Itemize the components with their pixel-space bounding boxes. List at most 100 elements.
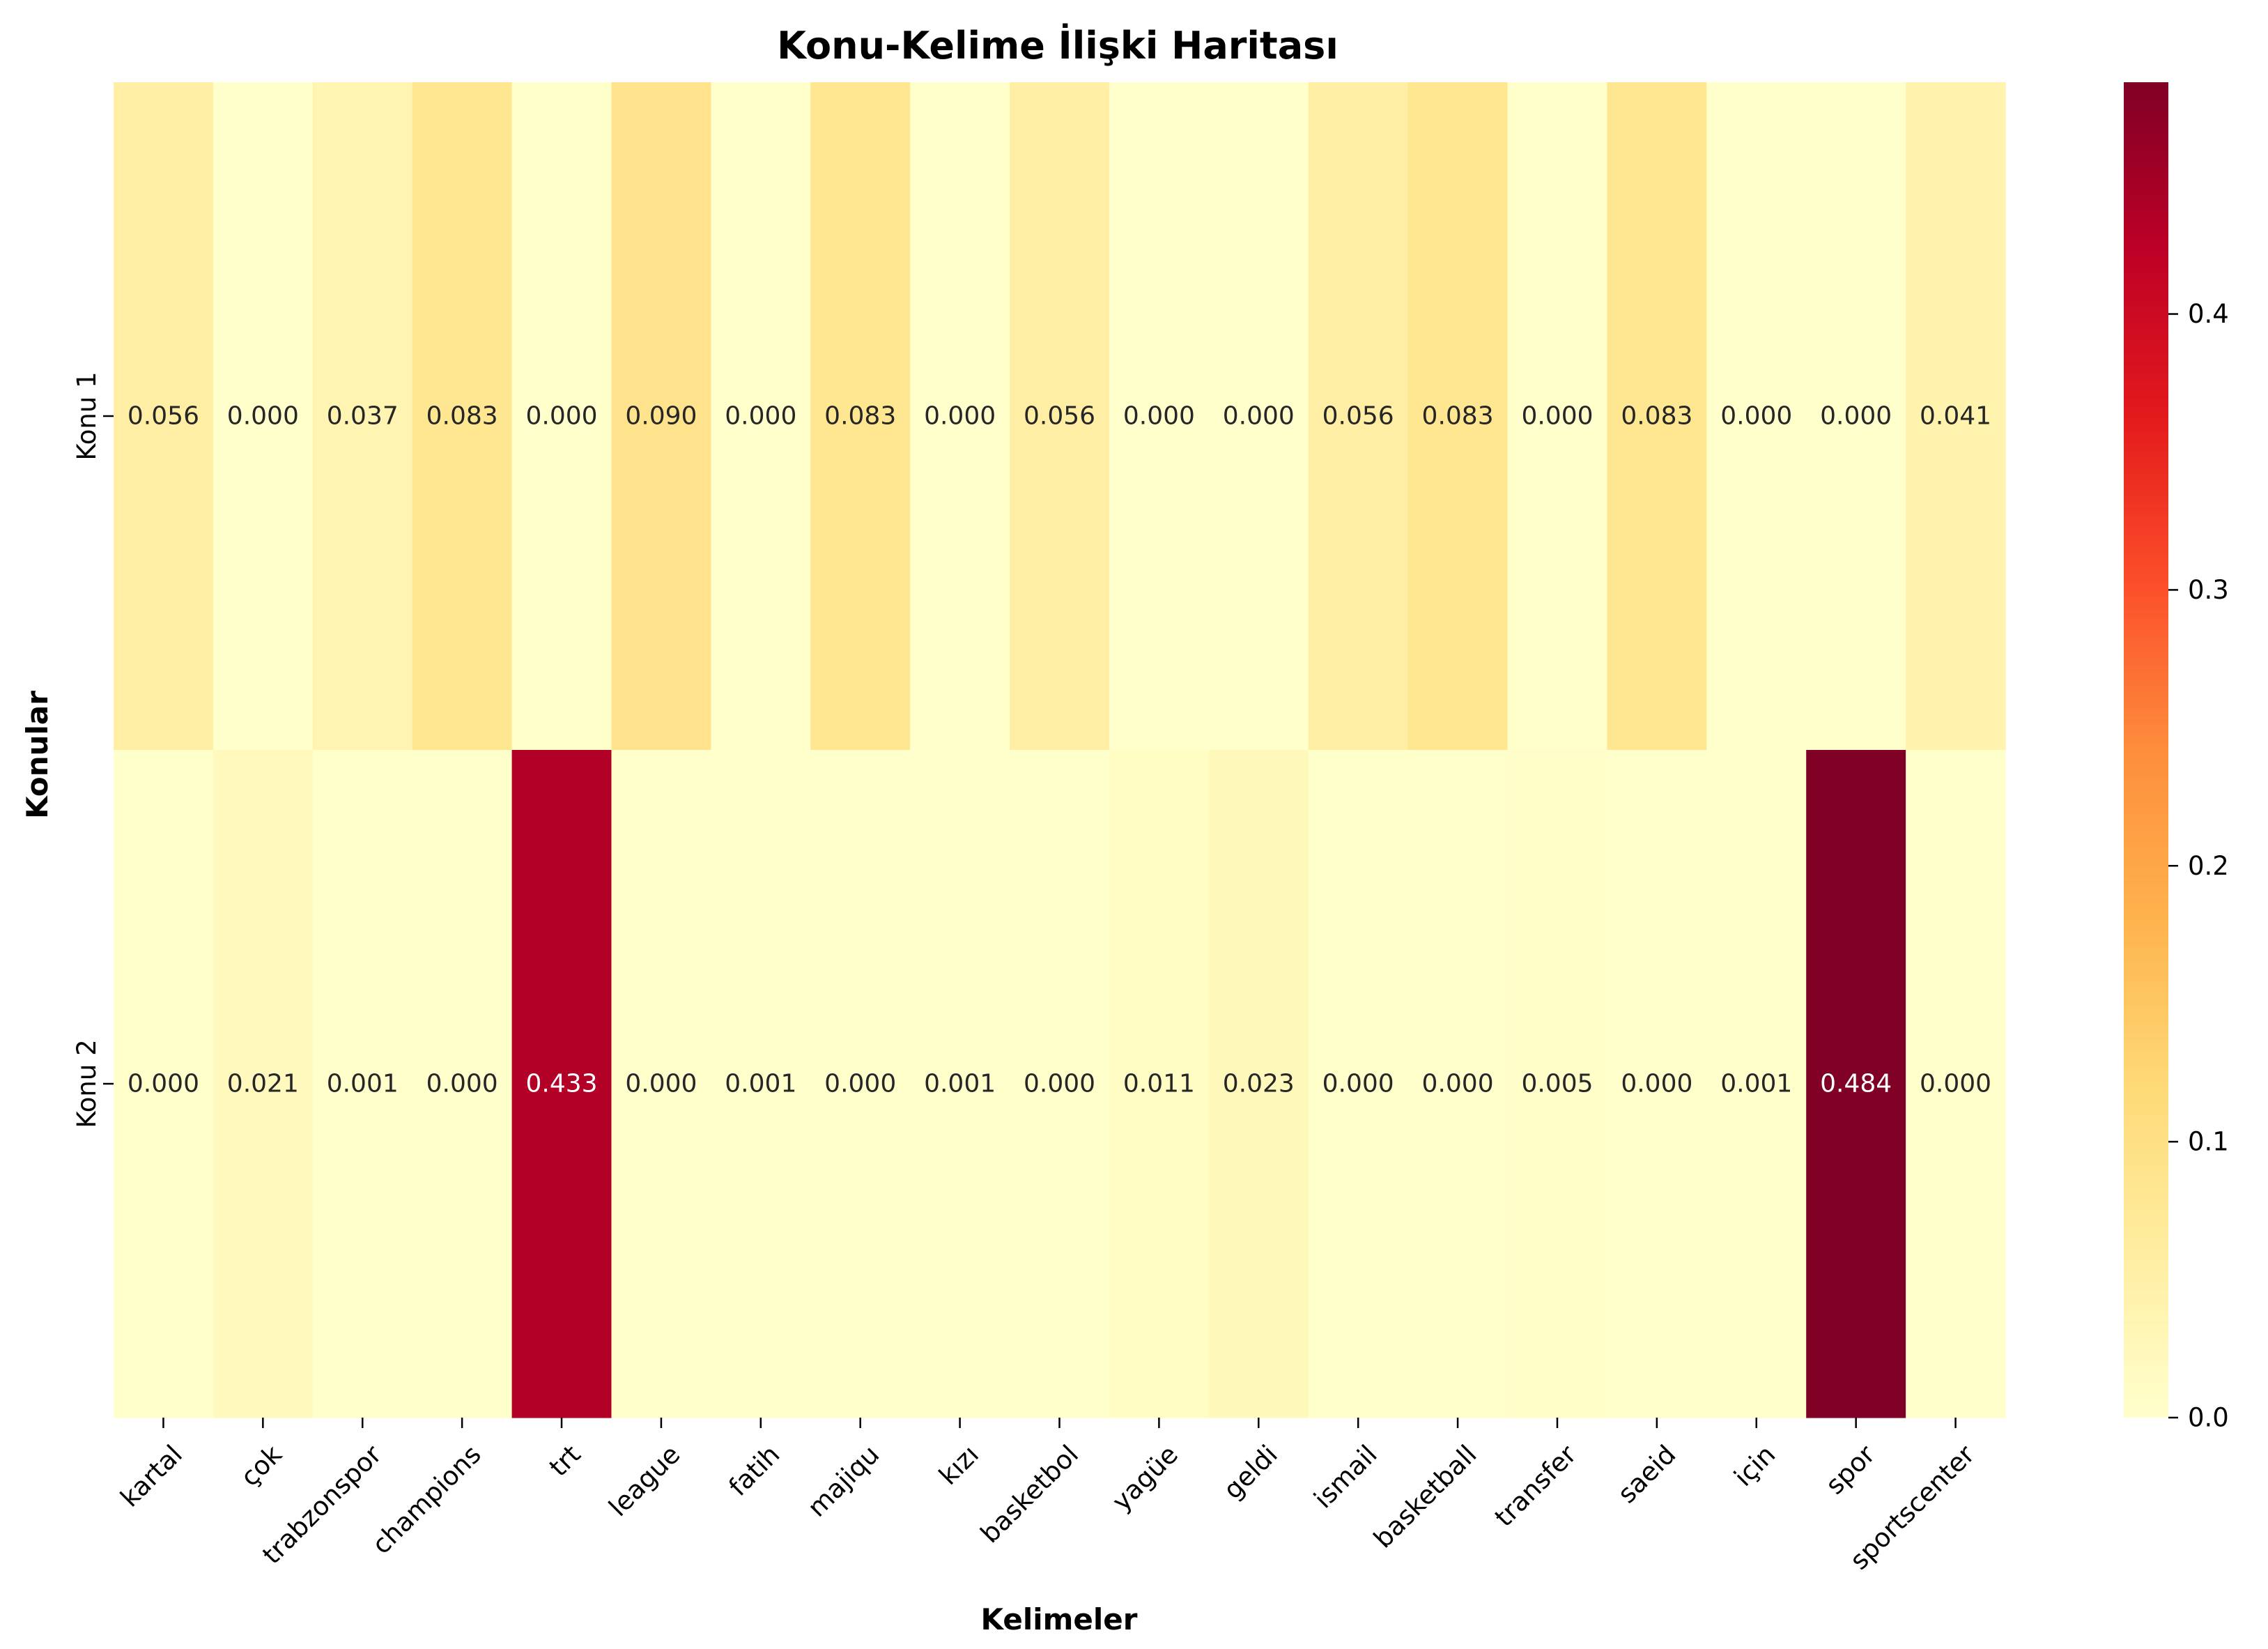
colorbar-tick-label: 0.1 [2188, 1127, 2229, 1157]
cell-value-label: 0.484 [1820, 1070, 1892, 1098]
heatmap-cell [1208, 82, 1309, 751]
heatmap-cell [1010, 750, 1110, 1418]
heatmap-cell [1706, 82, 1807, 751]
cell-value-label: 0.001 [1720, 1070, 1792, 1098]
heatmap-cell [511, 750, 612, 1418]
heatmap-cell [1607, 750, 1707, 1418]
cell-value-label: 0.023 [1223, 1070, 1295, 1098]
heatmap-cell [810, 82, 911, 751]
heatmap-cell [213, 82, 314, 751]
cell-value-label: 0.083 [824, 402, 896, 431]
cell-value-label: 0.000 [924, 402, 996, 431]
cell-value-label: 0.000 [1223, 402, 1295, 431]
heatmap-cell [1407, 82, 1509, 751]
heatmap-cell [611, 82, 711, 751]
heatmap-cell [611, 750, 711, 1418]
heatmap-cell [1308, 750, 1409, 1418]
colorbar-tick-label: 0.0 [2188, 1403, 2229, 1433]
cell-value-label: 0.000 [725, 402, 796, 431]
colorbar-tick-label: 0.2 [2188, 851, 2229, 881]
x-tick-label: transfer [1489, 1439, 1582, 1533]
x-tick-label: champions [367, 1439, 487, 1560]
heatmap-cell [711, 82, 811, 751]
y-tick-label: Konu 2 [72, 1039, 102, 1128]
colorbar-gradient [2124, 82, 2168, 1418]
heatmap-cell [412, 82, 513, 751]
heatmap-cell [1607, 82, 1707, 751]
heatmap-cell [910, 82, 1010, 751]
heatmap-cell [114, 82, 214, 751]
heatmap-cell [810, 750, 911, 1418]
cell-value-label: 0.001 [327, 1070, 399, 1098]
heatmap-cell [114, 750, 214, 1418]
heatmap-cell [312, 750, 413, 1418]
cell-value-label: 0.000 [1123, 402, 1195, 431]
heatmap-cell [1407, 750, 1509, 1418]
heatmap-cell [1507, 750, 1608, 1418]
heatmap-cell [1906, 82, 2006, 751]
cell-value-label: 0.037 [327, 402, 399, 431]
cell-value-label: 0.001 [725, 1070, 796, 1098]
x-tick-label: kızı [933, 1439, 985, 1491]
x-tick-label: trt [543, 1439, 587, 1482]
x-axis-label: Kelimeler [981, 1602, 1138, 1636]
heatmap-cell [1706, 750, 1807, 1418]
heatmap-cell [511, 82, 612, 751]
x-tick-label: kartal [115, 1439, 188, 1512]
cell-value-label: 0.433 [525, 1070, 597, 1098]
cell-value-label: 0.000 [1621, 1070, 1692, 1098]
cell-value-label: 0.000 [625, 1070, 697, 1098]
chart-title: Konu-Kelime İlişki Haritası [777, 24, 1339, 68]
x-tick-label: geldi [1218, 1439, 1283, 1505]
x-tick-label: için [1728, 1439, 1781, 1492]
cell-value-label: 0.000 [128, 1070, 199, 1098]
cell-value-label: 0.000 [1024, 1070, 1095, 1098]
cell-value-label: 0.001 [924, 1070, 996, 1098]
y-tick-label: Konu 1 [72, 371, 102, 460]
heatmap-cell [1208, 750, 1309, 1418]
x-tick-label: çok [235, 1439, 288, 1492]
heatmap-cell [312, 82, 413, 751]
heatmap-cell [412, 750, 513, 1418]
y-axis: Konu 1 Konu 2 [72, 371, 114, 1128]
cell-value-label: 0.011 [1123, 1070, 1195, 1098]
x-tick-label: saeid [1612, 1439, 1681, 1509]
cell-value-label: 0.000 [1422, 1070, 1494, 1098]
cell-value-label: 0.000 [1521, 402, 1593, 431]
x-tick-label: majiqu [802, 1439, 886, 1523]
heatmap-cell [1507, 82, 1608, 751]
y-axis-label: Konular [20, 691, 54, 819]
cell-value-label: 0.056 [1024, 402, 1095, 431]
cell-value-label: 0.000 [426, 1070, 498, 1098]
cell-value-label: 0.000 [1720, 402, 1792, 431]
cell-value-label: 0.000 [1820, 402, 1892, 431]
heatmap-cells [114, 82, 2006, 1418]
x-tick-label: fatih [723, 1439, 786, 1502]
cell-value-label: 0.005 [1521, 1070, 1593, 1098]
colorbar-tick-label: 0.4 [2188, 299, 2229, 329]
heatmap-cell [1906, 750, 2006, 1418]
x-tick-label: basketbol [975, 1439, 1084, 1549]
cell-value-label: 0.000 [824, 1070, 896, 1098]
cell-value-label: 0.056 [1322, 402, 1394, 431]
heatmap-cell [1109, 82, 1210, 751]
cell-value-label: 0.000 [525, 402, 597, 431]
cell-value-label: 0.056 [128, 402, 199, 431]
cell-value-label: 0.083 [1422, 402, 1494, 431]
x-tick-label: yagüe [1106, 1439, 1184, 1517]
cell-value-label: 0.083 [426, 402, 498, 431]
colorbar: 0.0 0.1 0.2 0.3 0.4 [2124, 82, 2229, 1433]
heatmap-cell [1308, 82, 1409, 751]
cell-annotations: 0.056 0.000 0.037 0.083 0.000 0.090 0.000 0.083… [128, 402, 1991, 1098]
x-tick-label: spor [1820, 1439, 1881, 1501]
heatmap-cell [910, 750, 1010, 1418]
cell-value-label: 0.083 [1621, 402, 1692, 431]
cell-value-label: 0.000 [227, 402, 299, 431]
cell-value-label: 0.000 [1322, 1070, 1394, 1098]
heatmap-cell [1010, 82, 1110, 751]
x-tick-label: league [603, 1439, 686, 1522]
cell-value-label: 0.090 [625, 402, 697, 431]
heatmap-cell [213, 750, 314, 1418]
x-tick-label: basketball [1368, 1439, 1482, 1554]
cell-value-label: 0.021 [227, 1070, 299, 1098]
